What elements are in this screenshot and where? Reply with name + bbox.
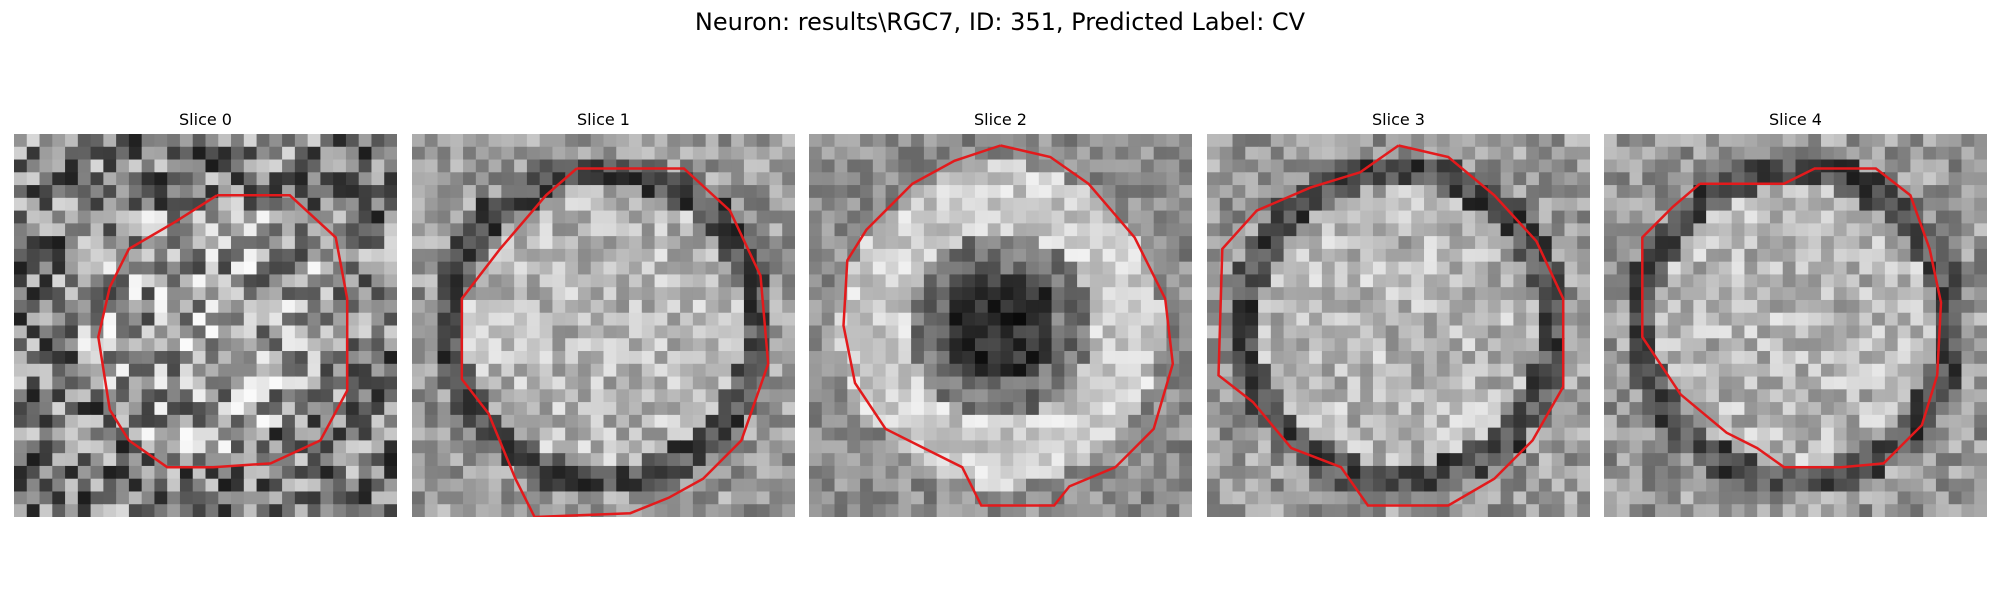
slice-title-1: Slice 1: [412, 110, 795, 134]
slice-panel-0: Slice 0: [14, 110, 397, 517]
slice-image-2: [809, 134, 1192, 517]
slice-title-0: Slice 0: [14, 110, 397, 134]
pixel-grid: [412, 134, 795, 517]
slice-panel-1: Slice 1: [412, 110, 795, 517]
slice-image-3: [1207, 134, 1590, 517]
pixel-grid: [1207, 134, 1590, 517]
pixel-grid: [809, 134, 1192, 517]
slice-image-4: [1604, 134, 1987, 517]
slice-image-0: [14, 134, 397, 517]
slice-image-1: [412, 134, 795, 517]
slice-panel-3: Slice 3: [1207, 110, 1590, 517]
figure-title: Neuron: results\RGC7, ID: 351, Predicted…: [0, 8, 2000, 36]
slice-title-4: Slice 4: [1604, 110, 1987, 134]
pixel-grid: [14, 134, 397, 517]
slice-title-3: Slice 3: [1207, 110, 1590, 134]
slice-panel-4: Slice 4: [1604, 110, 1987, 517]
slice-title-2: Slice 2: [809, 110, 1192, 134]
slice-panel-2: Slice 2: [809, 110, 1192, 517]
pixel-grid: [1604, 134, 1987, 517]
